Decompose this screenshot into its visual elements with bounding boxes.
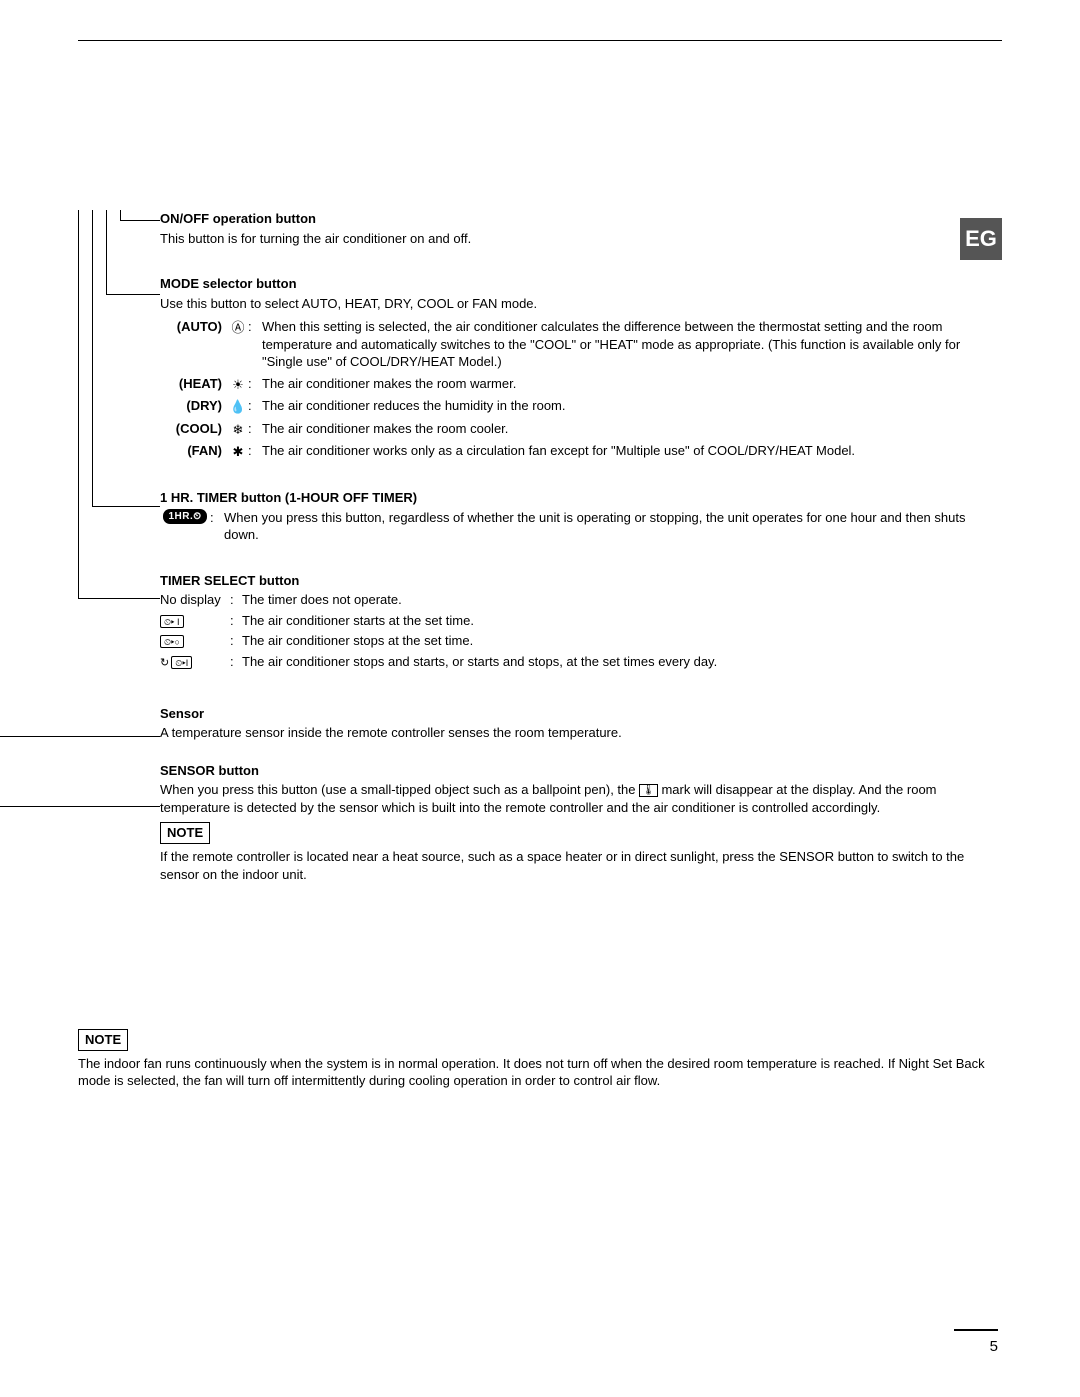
- mode-text: The air conditioner works only as a circ…: [262, 442, 1002, 460]
- colon: :: [230, 653, 242, 671]
- fan-icon: ✱: [228, 442, 248, 461]
- colon: :: [248, 442, 262, 460]
- mode-table: (AUTO) Ⓐ : When this setting is selected…: [160, 318, 1002, 461]
- mode-label: (COOL): [160, 420, 228, 438]
- ts-row-repeat: ↻⏲▸I : The air conditioner stops and sta…: [160, 653, 1002, 671]
- mode-label: (AUTO): [160, 318, 228, 336]
- colon: :: [248, 397, 262, 415]
- ts-text: The air conditioner starts at the set ti…: [242, 612, 1002, 630]
- onoff-desc: This button is for turning the air condi…: [160, 230, 1002, 248]
- section-mode: MODE selector button Use this button to …: [160, 275, 1002, 461]
- mode-row-auto: (AUTO) Ⓐ : When this setting is selected…: [160, 318, 1002, 371]
- mode-label: (FAN): [160, 442, 228, 460]
- sensor-text: A temperature sensor inside the remote c…: [160, 724, 1002, 742]
- colon: :: [248, 375, 262, 393]
- mode-desc: Use this button to select AUTO, HEAT, DR…: [160, 295, 1002, 313]
- onoff-title: ON/OFF operation button: [160, 210, 1002, 228]
- ts-row-nodisplay: No display : The timer does not operate.: [160, 591, 1002, 609]
- loop-icon: ↻: [160, 657, 169, 669]
- ts-text: The air conditioner stops at the set tim…: [242, 632, 1002, 650]
- colon: :: [248, 420, 262, 438]
- main-content: ON/OFF operation button This button is f…: [78, 210, 1002, 911]
- ts-icon-wrap: ⏲▸○: [160, 632, 230, 650]
- top-rule: [78, 40, 1002, 41]
- timer-stop-icon: ⏲▸○: [160, 635, 184, 648]
- mode-text: The air conditioner reduces the humidity…: [262, 397, 1002, 415]
- timer-select-title: TIMER SELECT button: [160, 572, 1002, 590]
- sun-icon: ☀: [228, 375, 248, 394]
- mode-text: The air conditioner makes the room warme…: [262, 375, 1002, 393]
- auto-icon: Ⓐ: [228, 318, 248, 337]
- section-onoff: ON/OFF operation button This button is f…: [160, 210, 1002, 247]
- sensor-btn-text: When you press this button (use a small-…: [160, 781, 1002, 816]
- thermometer-icon: 🌡: [639, 784, 658, 797]
- hr-timer-text: When you press this button, regardless o…: [224, 509, 1002, 544]
- sensor-btn-pre: When you press this button (use a small-…: [160, 782, 639, 797]
- mode-title: MODE selector button: [160, 275, 1002, 293]
- mode-row-heat: (HEAT) ☀ : The air conditioner makes the…: [160, 375, 1002, 394]
- hr-timer-title: 1 HR. TIMER button (1-HOUR OFF TIMER): [160, 489, 1002, 507]
- mode-label: (HEAT): [160, 375, 228, 393]
- mode-row-fan: (FAN) ✱ : The air conditioner works only…: [160, 442, 1002, 461]
- section-sensor-button: SENSOR button When you press this button…: [160, 762, 1002, 883]
- snowflake-icon: ❄: [228, 420, 248, 439]
- ts-nodisplay-label: No display: [160, 591, 230, 609]
- note-label: NOTE: [78, 1029, 128, 1051]
- section-hr-timer: 1 HR. TIMER button (1-HOUR OFF TIMER) 1H…: [160, 489, 1002, 544]
- colon: :: [210, 509, 224, 527]
- mode-label: (DRY): [160, 397, 228, 415]
- drop-icon: 💧: [228, 397, 248, 416]
- bottom-note: NOTE The indoor fan runs continuously wh…: [78, 1023, 1002, 1090]
- hr-timer-badge: 1HR.⏲: [163, 509, 206, 525]
- timer-repeat-icon: ⏲▸I: [171, 656, 192, 669]
- sensor-btn-title: SENSOR button: [160, 762, 1002, 780]
- ts-icon-wrap: ⏲▸ I: [160, 612, 230, 630]
- timer-start-icon: ⏲▸ I: [160, 615, 184, 628]
- hr-timer-row: 1HR.⏲ : When you press this button, rega…: [160, 509, 1002, 544]
- page-number: 5: [990, 1338, 998, 1355]
- mode-text: The air conditioner makes the room coole…: [262, 420, 1002, 438]
- ts-text: The air conditioner stops and starts, or…: [242, 653, 1002, 671]
- ts-icon-wrap: ↻⏲▸I: [160, 653, 230, 671]
- colon: :: [230, 632, 242, 650]
- mode-row-dry: (DRY) 💧 : The air conditioner reduces th…: [160, 397, 1002, 416]
- colon: :: [230, 612, 242, 630]
- mode-text: When this setting is selected, the air c…: [262, 318, 1002, 371]
- note-label: NOTE: [160, 822, 210, 844]
- ts-row-start: ⏲▸ I : The air conditioner starts at the…: [160, 612, 1002, 630]
- bottom-note-text: The indoor fan runs continuously when th…: [78, 1055, 1002, 1090]
- hr-timer-badge-wrap: 1HR.⏲: [160, 509, 210, 525]
- page-number-rule: [954, 1329, 998, 1331]
- colon: :: [230, 591, 242, 609]
- sensor-title: Sensor: [160, 705, 1002, 723]
- section-timer-select: TIMER SELECT button No display : The tim…: [160, 572, 1002, 671]
- ts-row-stop: ⏲▸○ : The air conditioner stops at the s…: [160, 632, 1002, 650]
- ts-nodisplay-text: The timer does not operate.: [242, 591, 1002, 609]
- mode-row-cool: (COOL) ❄ : The air conditioner makes the…: [160, 420, 1002, 439]
- sensor-note-text: If the remote controller is located near…: [160, 848, 1002, 883]
- section-sensor: Sensor A temperature sensor inside the r…: [160, 705, 1002, 742]
- colon: :: [248, 318, 262, 336]
